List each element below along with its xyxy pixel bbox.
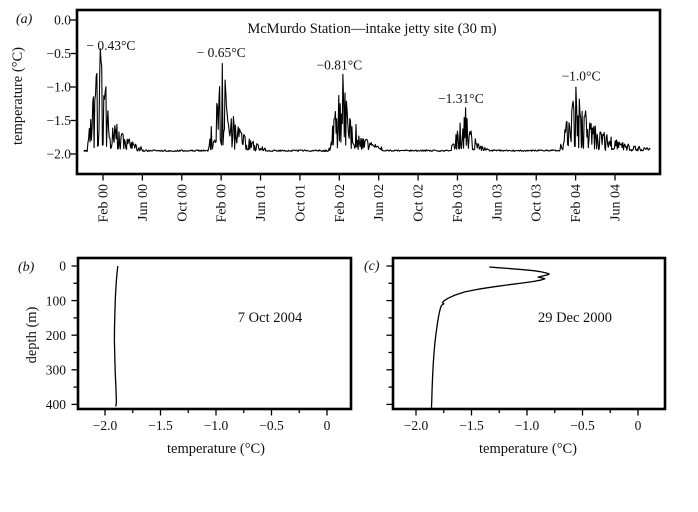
panel-b-axes-ticks: −2.0 −1.5 −1.0 −0.5 0 0 100 200 300 400 <box>46 259 331 433</box>
panel-a-x-tick-label: Feb 04 <box>569 184 584 223</box>
panel-a-x-tick-label: Oct 03 <box>530 184 545 222</box>
panel-b: (b) 7 Oct 2004 temperature (°C) depth (m… <box>18 256 353 457</box>
panel-a-peak-label: −1.0°C <box>562 68 601 83</box>
panel-a-x-tick-label: Feb 02 <box>333 184 348 223</box>
panel-a-x-tick-label: Jun 00 <box>136 184 151 221</box>
panel-b-x-axis-label: temperature (°C) <box>167 441 265 457</box>
panel-c-tag: (c) <box>364 259 380 274</box>
panel-a-x-tick-label: Oct 02 <box>412 184 427 222</box>
panel-a-x-tick-label: Jun 04 <box>608 184 623 221</box>
x-tick-label: −1.5 <box>148 418 173 433</box>
y-tick-label: 300 <box>46 363 67 378</box>
x-tick-label: 0 <box>635 418 642 433</box>
x-tick-label: −2.0 <box>404 418 429 433</box>
panel-a-x-tick-label: Oct 01 <box>293 184 308 222</box>
panel-c-axes-ticks: −2.0 −1.5 −1.0 −0.5 0 <box>386 265 642 433</box>
panel-a-y-tick-label: −1.0 <box>47 80 72 95</box>
x-tick-label: −2.0 <box>93 418 118 433</box>
x-tick-label: −0.5 <box>570 418 595 433</box>
panel-a-y-axis-ticks: 0.0 −0.5 −1.0 −1.5 −2.0 <box>47 13 77 162</box>
x-tick-label: 0 <box>324 418 331 433</box>
panel-b-y-axis-label: depth (m) <box>24 306 40 363</box>
panel-a-x-tick-label: Feb 00 <box>215 184 230 223</box>
y-tick-label: 200 <box>46 328 67 343</box>
panel-a-x-tick-label: Jun 03 <box>490 184 505 221</box>
panel-a-y-axis-label: temperature (°C) <box>10 47 26 145</box>
x-tick-label: −0.5 <box>259 418 284 433</box>
panel-a-x-axis-ticks: Feb 00 Jun 00 Oct 00 Feb 00 Jun 01 Oct 01 Feb … <box>97 174 623 223</box>
y-tick-label: 0 <box>59 259 66 274</box>
x-tick-label: −1.0 <box>204 418 229 433</box>
panel-c-depth-profile <box>430 266 550 408</box>
panel-c-date-annotation: 29 Dec 2000 <box>538 310 612 326</box>
panel-a-y-tick-label: 0.0 <box>54 13 71 28</box>
panel-a-x-tick-label: Feb 03 <box>451 184 466 223</box>
panel-a: (a) McMurdo Station—intake jetty site (3… <box>10 8 662 223</box>
panel-a-x-tick-label: Jun 01 <box>254 184 269 221</box>
panel-a-title: McMurdo Station—intake jetty site (30 m) <box>247 21 496 37</box>
panel-b-frame <box>76 256 353 411</box>
panel-a-peak-label: −1.31°C <box>438 91 484 106</box>
x-tick-label: −1.0 <box>515 418 540 433</box>
panel-a-peak-label: − 0.65°C <box>197 45 246 60</box>
panel-a-x-tick-label: Oct 00 <box>175 184 190 222</box>
y-tick-label: 100 <box>46 293 67 308</box>
panel-a-y-tick-label: −2.0 <box>47 147 72 162</box>
panel-a-peak-label: −0.81°C <box>316 58 362 73</box>
panel-b-depth-profile <box>113 265 119 407</box>
panel-a-tag: (a) <box>16 12 33 27</box>
panel-a-peak-annotations: − 0.43°C − 0.65°C −0.81°C −1.31°C −1.0°C <box>86 38 600 106</box>
panel-a-x-tick-label: Jun 02 <box>372 184 387 221</box>
panel-a-peak-label: − 0.43°C <box>86 38 135 53</box>
panel-a-temperature-series <box>83 48 651 153</box>
panel-c-frame <box>391 256 667 411</box>
panel-b-tag: (b) <box>18 260 35 275</box>
panel-a-y-tick-label: −0.5 <box>47 46 72 61</box>
panel-b-date-annotation: 7 Oct 2004 <box>238 310 303 326</box>
panel-a-y-tick-label: −1.5 <box>47 113 72 128</box>
panel-a-frame <box>75 8 662 176</box>
x-tick-label: −1.5 <box>459 418 484 433</box>
panel-a-x-tick-label: Feb 00 <box>97 184 112 223</box>
panel-c-x-axis-label: temperature (°C) <box>479 441 577 457</box>
y-tick-label: 400 <box>46 397 67 412</box>
panel-c: (c) 29 Dec 2000 temperature (°C) −2.0 −1.… <box>364 256 667 457</box>
